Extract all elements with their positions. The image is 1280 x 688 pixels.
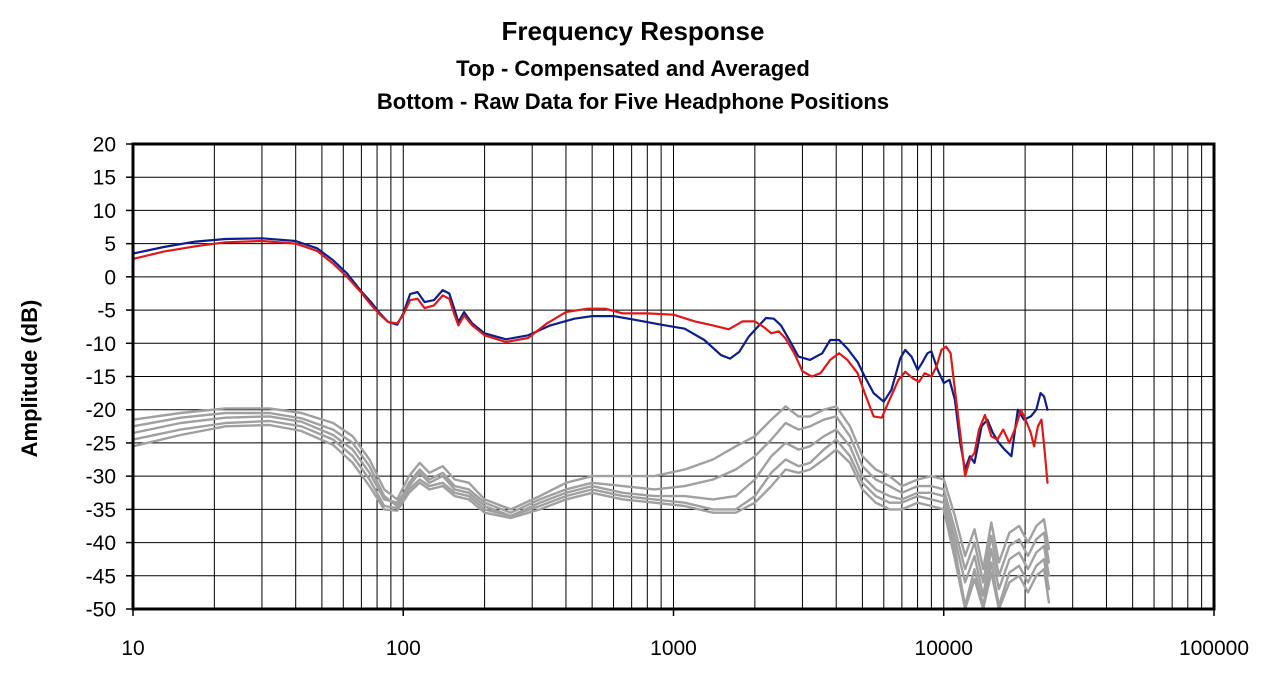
y-axis-ticks: 20 15 10 5 0 -5 -10 -15 -20 -25 -30 -35 -40 -45 -50	[86, 134, 133, 622]
compensated-series-line	[131, 237, 1049, 471]
raw-data-series-line	[131, 419, 1051, 607]
x-tick-label: 100000	[1179, 637, 1249, 660]
raw-data-series-line	[131, 415, 1051, 597]
y-tick-label: 20	[93, 134, 116, 157]
y-tick-label: -45	[86, 565, 116, 588]
y-tick-label: -5	[97, 300, 116, 323]
chart-subtitle-top: Top - Compensated and Averaged	[456, 56, 810, 81]
chart-title: Frequency Response	[501, 16, 765, 46]
x-tick-label: 1000	[650, 637, 697, 660]
x-tick-label: 10	[121, 637, 144, 660]
y-tick-label: -30	[86, 466, 116, 489]
chart-subtitle-bottom: Bottom - Raw Data for Five Headphone Pos…	[376, 89, 890, 114]
raw-data-series-line	[131, 423, 1051, 611]
raw-data-series-line	[131, 405, 1051, 571]
x-tick-label: 10000	[915, 637, 973, 660]
y-tick-label: 0	[104, 266, 116, 289]
y-tick-label: 5	[104, 233, 116, 256]
compensated-series-line	[131, 239, 1049, 484]
x-tick-label: 100	[386, 637, 421, 660]
chart-series	[131, 237, 1051, 611]
y-tick-label: -50	[86, 599, 116, 622]
y-tick-label: 15	[93, 167, 116, 190]
y-tick-label: -40	[86, 532, 116, 555]
y-tick-label: 10	[93, 200, 116, 223]
y-tick-label: -10	[86, 333, 116, 356]
x-axis-ticks: 10 100 1000 10000 100000	[121, 609, 1249, 660]
y-tick-label: -20	[86, 399, 116, 422]
y-tick-label: -15	[86, 366, 116, 389]
y-axis-label: Amplitude (dB)	[17, 300, 42, 458]
chart-gridlines	[132, 143, 1214, 610]
y-tick-label: -25	[86, 432, 116, 455]
y-tick-label: -35	[86, 499, 116, 522]
